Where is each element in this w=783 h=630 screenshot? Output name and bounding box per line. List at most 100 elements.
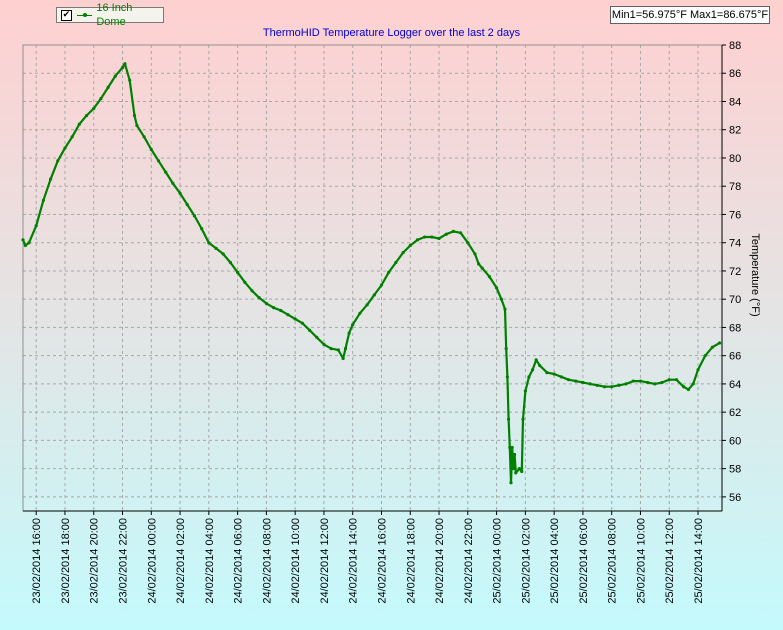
- data-point: [508, 445, 512, 450]
- legend-checkbox[interactable]: ✔: [61, 9, 72, 21]
- data-point: [192, 214, 197, 218]
- plot-border: [22, 44, 723, 512]
- data-point: [347, 331, 351, 335]
- x-tick-label: 25/02/2014 14:00: [693, 518, 705, 604]
- data-point: [293, 317, 297, 321]
- data-point: [372, 293, 376, 297]
- y-tick-label: 86: [729, 68, 741, 80]
- y-tick-label: 76: [729, 209, 741, 221]
- data-point: [207, 241, 211, 245]
- data-point: [178, 191, 182, 195]
- data-point: [487, 274, 491, 279]
- data-point: [200, 226, 204, 231]
- data-point: [307, 328, 312, 332]
- y-axis-ticks: 56 58 60 62 64 66 68 70 72 74 76 78 80 82 84 86 88: [722, 40, 741, 504]
- data-point: [92, 106, 96, 111]
- data-point: [351, 323, 355, 327]
- x-tick-label: 24/02/2014 04:00: [204, 518, 216, 604]
- data-point: [710, 345, 715, 349]
- y-tick-label: 68: [729, 322, 741, 334]
- data-point: [530, 368, 535, 372]
- data-point: [674, 378, 679, 382]
- data-point: [106, 85, 110, 89]
- x-tick-label: 24/02/2014 10:00: [290, 518, 302, 604]
- data-point: [329, 347, 333, 351]
- data-point: [509, 481, 513, 485]
- y-tick-label: 56: [729, 492, 741, 504]
- data-point: [523, 389, 527, 393]
- data-point: [70, 135, 74, 139]
- data-point: [322, 342, 326, 346]
- data-point: [113, 74, 117, 78]
- x-axis-ticks: 23/02/2014 16:00 23/02/2014 18:00 23/02/20…: [31, 511, 705, 604]
- data-point: [171, 181, 175, 185]
- y-tick-label: 78: [729, 181, 741, 193]
- data-point: [228, 260, 233, 265]
- data-point: [581, 380, 585, 385]
- data-point: [473, 252, 477, 256]
- chart-title: ThermoHID Temperature Logger over the la…: [262, 27, 521, 39]
- data-point: [638, 379, 643, 383]
- data-point: [286, 313, 290, 317]
- data-point: [538, 363, 542, 368]
- x-tick-label: 24/02/2014 06:00: [233, 518, 245, 604]
- data-point: [610, 385, 614, 389]
- data-point: [408, 243, 412, 248]
- x-tick-label: 24/02/2014 08:00: [261, 518, 273, 604]
- x-tick-label: 25/02/2014 08:00: [607, 518, 619, 604]
- data-point: [379, 283, 384, 287]
- x-tick-label: 25/02/2014 12:00: [664, 518, 676, 604]
- plot-frame: [22, 44, 723, 512]
- data-point: [521, 417, 525, 421]
- data-point: [271, 306, 276, 310]
- data-point: [236, 270, 240, 274]
- data-point: [545, 371, 549, 375]
- x-tick-label: 24/02/2014 00:00: [146, 518, 158, 604]
- data-point: [341, 356, 345, 361]
- data-point: [279, 308, 283, 313]
- data-point: [257, 296, 261, 300]
- x-tick-label: 23/02/2014 18:00: [60, 518, 72, 604]
- data-point: [128, 78, 132, 82]
- data-point: [315, 335, 319, 339]
- data-point: [686, 387, 691, 392]
- data-point: [660, 380, 664, 385]
- y-tick-label: 88: [729, 40, 741, 52]
- x-tick-label: 25/02/2014 02:00: [520, 518, 532, 604]
- grid-lines: [23, 44, 722, 511]
- data-point: [517, 467, 521, 471]
- x-tick-label: 25/02/2014 04:00: [549, 518, 561, 604]
- data-point: [23, 243, 27, 248]
- data-point: [696, 368, 700, 372]
- x-tick-label: 25/02/2014 10:00: [635, 518, 647, 604]
- y-tick-label: 64: [729, 379, 741, 391]
- y-tick-label: 66: [729, 351, 741, 363]
- data-point: [588, 382, 592, 386]
- data-point: [21, 238, 25, 242]
- data-point: [63, 146, 67, 150]
- data-point: [511, 467, 515, 471]
- data-point: [703, 354, 707, 358]
- data-point: [514, 471, 518, 475]
- data-point: [365, 303, 369, 307]
- data-point: [667, 378, 671, 382]
- data-point: [77, 122, 81, 126]
- data-point: [250, 289, 254, 293]
- data-point: [459, 231, 463, 235]
- x-tick-label: 24/02/2014 18:00: [405, 518, 417, 604]
- data-point: [336, 348, 340, 352]
- x-tick-label: 24/02/2014 14:00: [348, 518, 360, 604]
- data-point: [387, 270, 391, 274]
- data-point: [56, 159, 60, 163]
- data-point: [156, 159, 161, 163]
- x-tick-label: 24/02/2014 12:00: [319, 518, 331, 604]
- data-point: [602, 385, 607, 389]
- y-tick-label: 74: [729, 238, 741, 250]
- data-point: [132, 114, 137, 118]
- data-point: [164, 170, 168, 174]
- data-point: [27, 241, 31, 245]
- data-point: [552, 372, 556, 376]
- data-point: [512, 452, 517, 457]
- data-point: [221, 252, 225, 256]
- data-point: [437, 236, 441, 241]
